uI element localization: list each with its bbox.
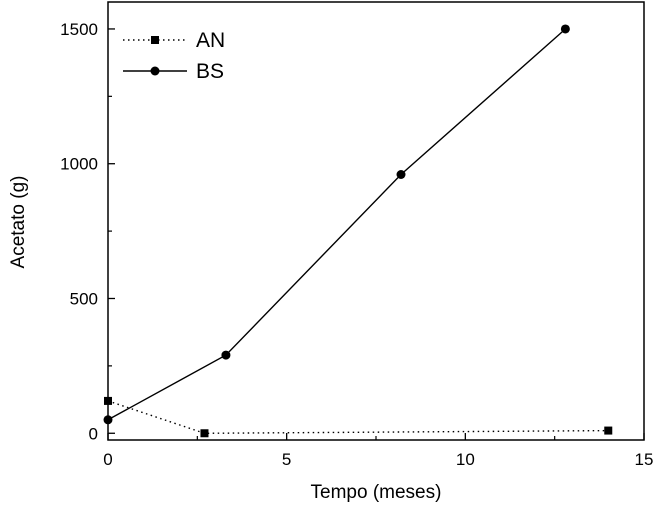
series-bs-line	[107, 28, 566, 421]
series-bs-point	[221, 350, 231, 360]
legend-bs-marker	[150, 66, 160, 76]
series-bs-point	[396, 170, 406, 180]
x-axis-ticks: 0 5 10 15	[103, 433, 653, 469]
y-axis-title: Acetato (g)	[8, 176, 29, 269]
x-tick-label: 15	[635, 450, 654, 469]
series-bs-point	[560, 24, 570, 34]
x-tick-label: 0	[103, 450, 112, 469]
legend-bs-label: BS	[196, 60, 224, 83]
series-an-point	[200, 429, 209, 438]
legend-an-label: AN	[196, 29, 225, 52]
y-tick-label: 0	[89, 424, 98, 443]
y-tick-label: 500	[70, 289, 98, 308]
x-axis-title: Tempo (meses)	[311, 482, 442, 503]
y-tick-label: 1500	[60, 20, 98, 39]
series-an-line	[107, 400, 609, 435]
x-tick-label: 10	[456, 450, 475, 469]
series-bs	[103, 24, 570, 425]
y-tick-label: 1000	[60, 155, 98, 174]
plot-frame	[107, 1, 645, 441]
series-an	[104, 396, 613, 438]
legend-an-marker	[151, 36, 159, 44]
series-an-point	[104, 396, 112, 405]
series-an-point	[604, 426, 613, 435]
series-bs-point	[103, 415, 113, 425]
series-layer	[103, 24, 613, 438]
y-axis-ticks: 0 500 1000 1500	[60, 20, 115, 443]
x-tick-label: 5	[282, 450, 291, 469]
legend: AN BS	[123, 29, 225, 83]
